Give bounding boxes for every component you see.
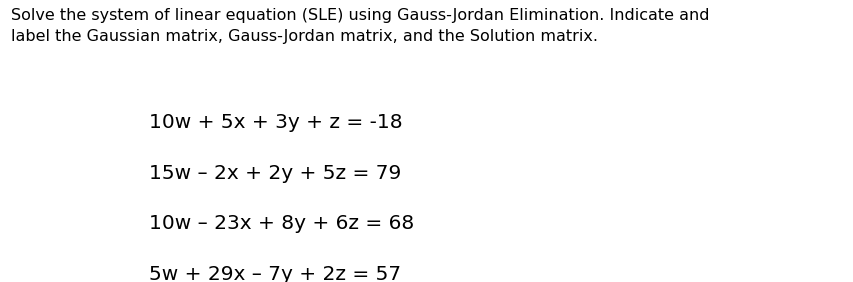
Text: 10w + 5x + 3y + z = -18: 10w + 5x + 3y + z = -18 [149, 113, 403, 132]
Text: 5w + 29x – 7y + 2z = 57: 5w + 29x – 7y + 2z = 57 [149, 265, 401, 282]
Text: Solve the system of linear equation (SLE) using Gauss-Jordan Elimination. Indica: Solve the system of linear equation (SLE… [11, 8, 709, 44]
Text: 10w – 23x + 8y + 6z = 68: 10w – 23x + 8y + 6z = 68 [149, 214, 415, 233]
Text: 15w – 2x + 2y + 5z = 79: 15w – 2x + 2y + 5z = 79 [149, 164, 401, 182]
